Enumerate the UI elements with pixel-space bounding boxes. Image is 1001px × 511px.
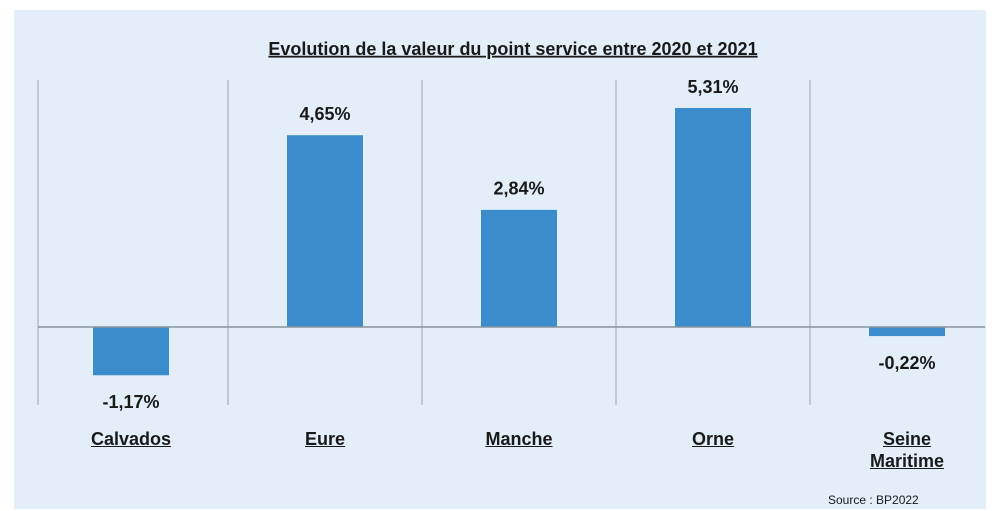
chart-title: Evolution de la valeur du point service … <box>268 39 757 59</box>
data-label: -0,22% <box>878 353 935 373</box>
bar <box>287 135 363 327</box>
bar <box>869 327 945 337</box>
bar <box>93 327 169 376</box>
x-tick-label: Seine Maritime <box>869 429 945 471</box>
bar <box>481 209 557 327</box>
bar <box>675 108 751 327</box>
x-tick-label: Orne <box>691 429 734 449</box>
data-label: 4,65% <box>299 104 350 124</box>
x-tick-label: Calvados <box>90 429 172 449</box>
data-label: 2,84% <box>493 179 544 199</box>
data-label: -1,17% <box>102 392 159 412</box>
source-note: Source : BP2022 <box>828 493 919 507</box>
x-tick-label: Eure <box>304 429 346 449</box>
x-tick-label: Manche <box>485 429 553 449</box>
data-label: 5,31% <box>687 77 738 97</box>
